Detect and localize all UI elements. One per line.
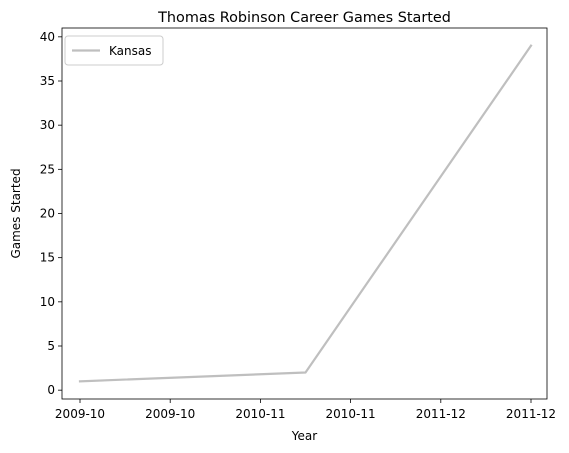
y-tick-label: 30 <box>40 118 55 132</box>
y-tick-label: 10 <box>40 295 55 309</box>
x-axis-label: Year <box>291 429 317 443</box>
y-tick-label: 20 <box>40 207 55 221</box>
legend-box <box>64 35 164 66</box>
x-tick-label: 2011-12 <box>506 407 556 421</box>
x-tick-label: 2011-12 <box>416 407 466 421</box>
x-tick-label: 2010-11 <box>235 407 285 421</box>
y-tick-label: 0 <box>47 383 55 397</box>
y-tick-label: 25 <box>40 162 55 176</box>
legend-label-kansas: Kansas <box>109 44 151 58</box>
x-tick-label: 2010-11 <box>326 407 376 421</box>
y-axis: 0 5 10 15 20 25 30 35 40 <box>40 30 62 397</box>
y-tick-label: 40 <box>40 30 55 44</box>
series-layer <box>78 44 533 383</box>
x-tick-label: 2009-10 <box>145 407 195 421</box>
y-tick-label: 35 <box>40 74 55 88</box>
chart-title: Thomas Robinson Career Games Started <box>157 10 451 26</box>
y-tick-label: 15 <box>40 251 55 265</box>
series-line-kansas <box>78 44 533 383</box>
y-tick-label: 5 <box>47 339 55 353</box>
y-axis-label: Games Started <box>9 168 23 258</box>
x-axis: 2009-10 2009-10 2010-11 2010-11 2011-12 2011-… <box>55 399 556 421</box>
legend: Kansas <box>64 35 164 66</box>
x-tick-label: 2009-10 <box>55 407 105 421</box>
